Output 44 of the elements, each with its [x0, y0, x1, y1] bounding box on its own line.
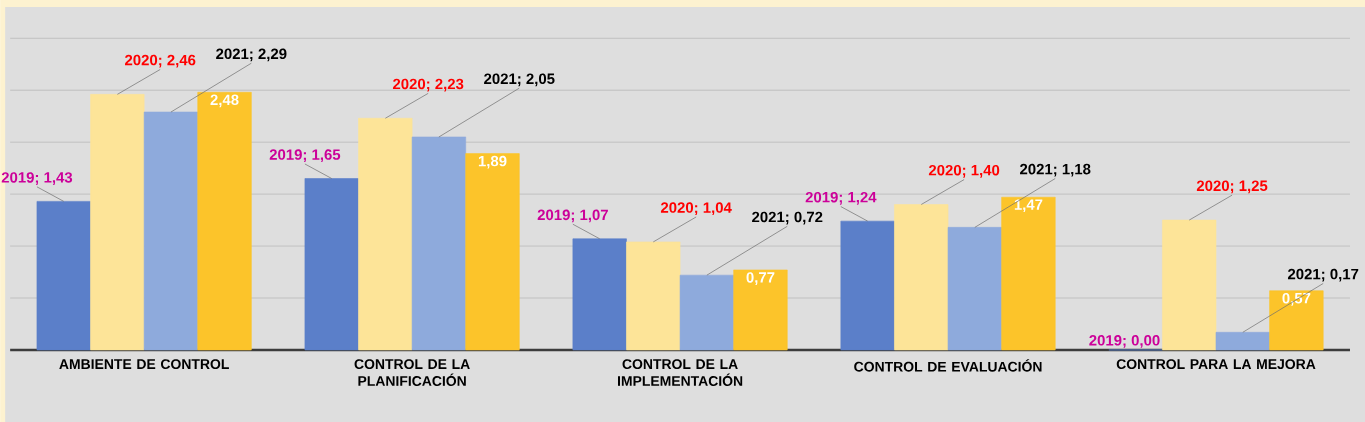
data-label: 2021; 2,05: [484, 73, 555, 87]
bar: [894, 204, 949, 351]
data-label: 2019; 1,24: [805, 191, 877, 205]
bar: [626, 241, 681, 351]
bar: [197, 92, 252, 351]
data-label: 1,89: [478, 155, 507, 169]
data-label: 2021; 2,29: [216, 48, 287, 62]
bar: [1215, 332, 1270, 351]
data-label: 0,57: [1282, 292, 1311, 306]
bar: [1162, 219, 1217, 351]
data-label: 2019; 1,07: [537, 209, 608, 223]
data-label: 2019; 1,65: [269, 149, 341, 163]
x-tick-label: AMBIENTE DE CONTROL: [59, 359, 229, 370]
bar: [1269, 290, 1324, 351]
data-label: 2021; 1,18: [1020, 163, 1091, 177]
bar: [572, 238, 627, 351]
bar: [358, 117, 413, 351]
data-label: 2020; 1,04: [660, 202, 732, 216]
x-tick-label: CONTROL DE EVALUACIÓN: [854, 359, 1042, 372]
x-tick-label: CONTROL DE LA PLANIFICACIÓN: [354, 359, 470, 386]
bar: [304, 178, 359, 351]
bar: [465, 153, 520, 351]
bar: [36, 201, 91, 351]
data-label: 2020; 1,40: [928, 164, 1000, 178]
data-label: 2020; 2,23: [392, 78, 464, 92]
data-label: 0,77: [746, 272, 775, 285]
x-tick-label: CONTROL DE LA IMPLEMENTACIÓN: [618, 359, 743, 386]
data-label: 2,48: [210, 94, 239, 108]
data-label: 2020; 2,46: [125, 54, 196, 68]
data-label: 2019; 1,43: [1, 172, 73, 185]
bar: [90, 94, 145, 351]
bar: [947, 227, 1002, 351]
bar: [1001, 196, 1056, 351]
bar: [840, 220, 895, 351]
bar: [679, 274, 734, 351]
data-label: 2019; 0,00: [1089, 335, 1160, 348]
data-label: 2021; 0,17: [1287, 268, 1359, 282]
bar: [411, 136, 466, 351]
bar: [733, 269, 788, 351]
x-tick-label: CONTROL PARA LA MEJORA: [1116, 359, 1316, 370]
data-label: 2021; 0,72: [752, 211, 823, 225]
data-label: 2020; 1,25: [1196, 180, 1268, 194]
data-label: 1,47: [1014, 199, 1043, 213]
bar: [143, 111, 199, 351]
